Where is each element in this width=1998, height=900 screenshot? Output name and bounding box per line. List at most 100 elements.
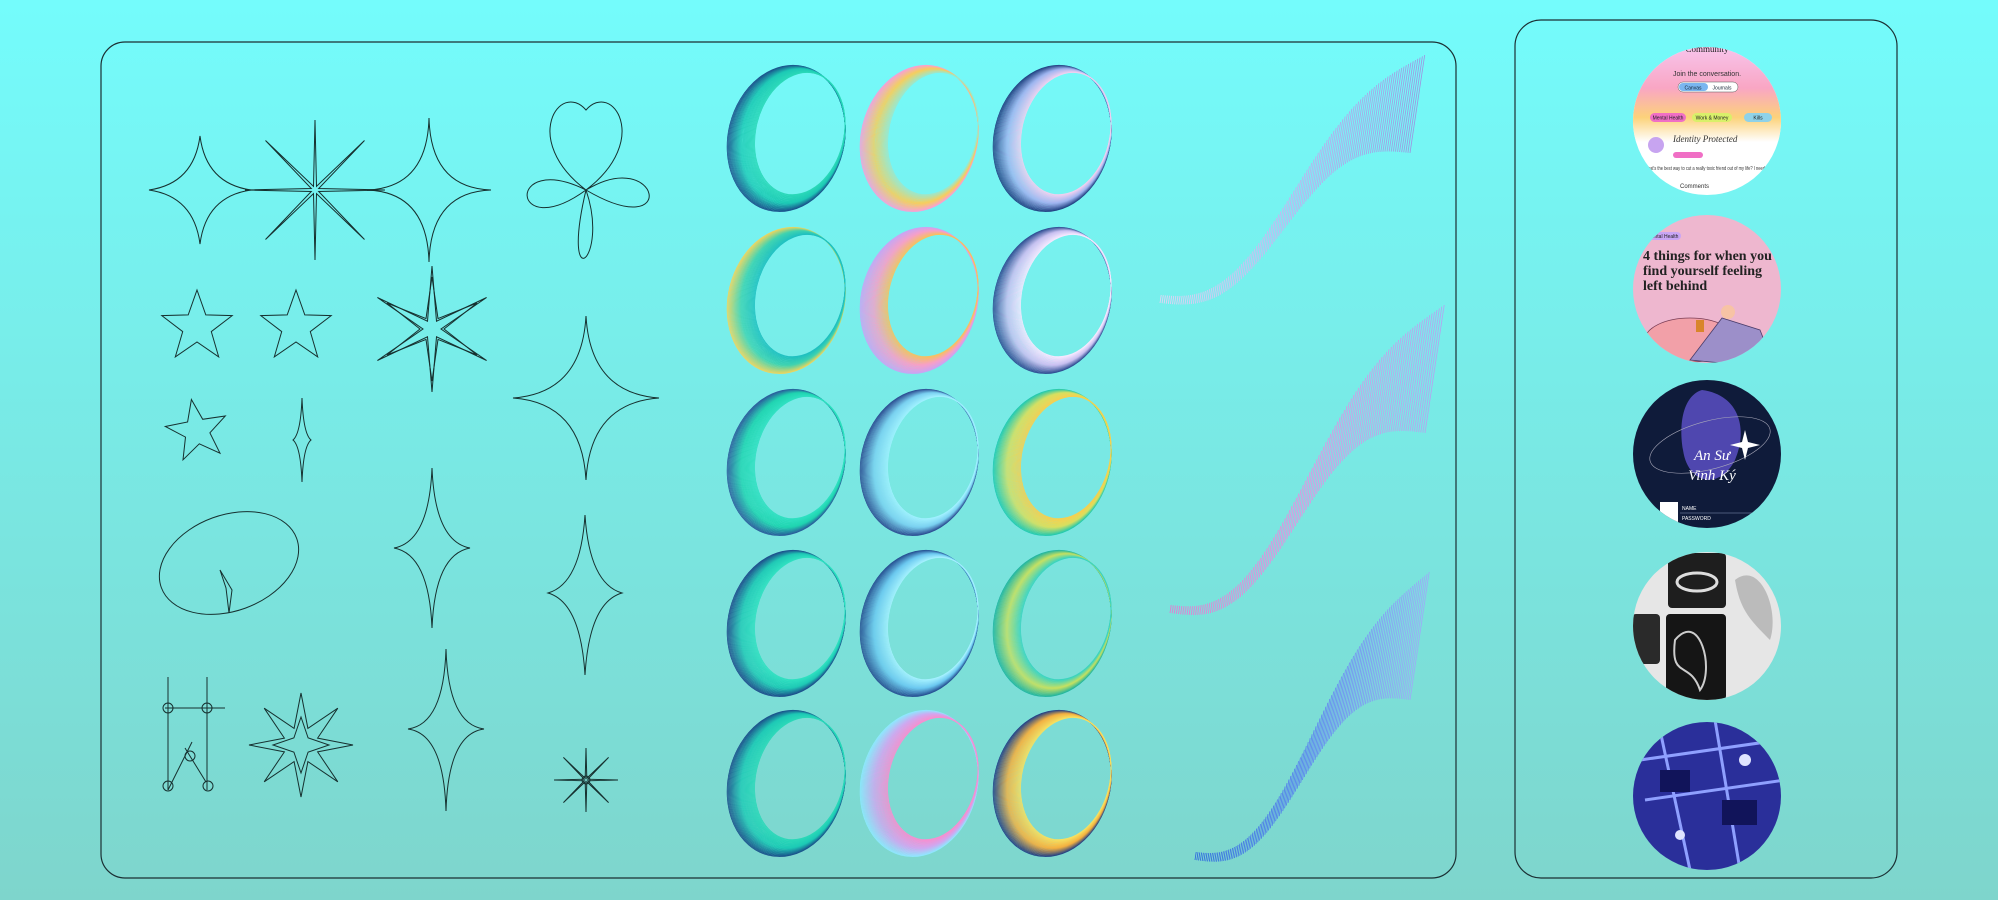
ribbon-strand [1217, 852, 1221, 862]
ribbon-strand [1247, 254, 1251, 274]
thumb-bg [1633, 722, 1781, 870]
ribbon-strand [1341, 398, 1352, 462]
ribbon-strand [1305, 734, 1313, 775]
ribbon-strand [1403, 58, 1419, 153]
ribbon-strand [1313, 149, 1321, 192]
ribbon-strand [1396, 327, 1414, 432]
ribbon-strand [1239, 842, 1243, 856]
ribbon-strand [1195, 605, 1198, 616]
ribbon-strand [1284, 197, 1290, 229]
ribbon-strand [1223, 850, 1226, 862]
ribbon-strand [1236, 266, 1240, 283]
ribbon-strand [1389, 591, 1407, 699]
ribbon-strand [1235, 584, 1239, 601]
ribbon-strand [1309, 156, 1317, 197]
star [553, 747, 619, 813]
ribbon-strand [1354, 377, 1366, 449]
ribbon-strand [1296, 753, 1303, 789]
ribbon-strand [1388, 593, 1405, 699]
ribbon-strand [1226, 276, 1230, 291]
thumbnail-article[interactable]: Mental Health 4 things for when you find… [1630, 212, 1786, 368]
tag-pill [1744, 113, 1772, 122]
ribbon-strand [1311, 152, 1319, 195]
ribbon-strand [1350, 643, 1362, 715]
ring [992, 388, 1112, 536]
ribbon-strand [1384, 596, 1401, 699]
ribbon-strand [1163, 295, 1166, 304]
ribbon-strand [1345, 106, 1355, 164]
ribbon-strand [1330, 680, 1340, 737]
ribbon-strand [1350, 384, 1362, 453]
ribbon-strand [1182, 295, 1185, 305]
ribbon-strand [1226, 849, 1230, 861]
ribbon-strand [1251, 830, 1256, 848]
ribbon-strand [1314, 714, 1323, 760]
ribbon-strand [1211, 286, 1215, 299]
ribbon-strand [1203, 290, 1206, 302]
ribbon-strand [1318, 442, 1327, 492]
ring-stroke [887, 396, 979, 520]
ribbon-strand [1327, 687, 1337, 742]
pattern [1660, 770, 1690, 792]
ribbon-strand [1269, 805, 1275, 829]
ribbon-strand [1225, 850, 1228, 861]
ribbon-strand [1318, 706, 1327, 755]
ribbon-strand [1314, 450, 1322, 498]
ribbon-strand [1400, 580, 1420, 699]
ribbon-strand [1328, 683, 1339, 739]
ribbon-strand [1221, 851, 1224, 862]
thumbnail-cosmic[interactable]: An Sư Vinh Ký NAME PASSWORD [1630, 377, 1786, 533]
ribbon-strand [1276, 211, 1282, 239]
ribbon-strand [1278, 207, 1284, 237]
ribbon-strand [1289, 768, 1296, 801]
ribbon-strand [1192, 605, 1196, 616]
ribbon-strand [1245, 256, 1249, 276]
ribbon-strand [1258, 554, 1264, 578]
ring [726, 709, 846, 857]
ribbon-strand [1402, 578, 1422, 700]
ribbon-strand [1347, 103, 1357, 163]
ribbon-strand [1330, 124, 1339, 175]
node [162, 780, 174, 792]
ribbon-strand [1280, 786, 1286, 814]
tile [1633, 614, 1660, 664]
ring [859, 64, 979, 212]
star [248, 692, 354, 798]
ribbon-strand [1305, 162, 1313, 202]
ribbon-strand [1273, 799, 1278, 824]
tab-active [1679, 83, 1708, 91]
ribbon-strand [1197, 605, 1200, 615]
ribbon-strand [1380, 600, 1397, 700]
ring-stroke [887, 717, 979, 841]
ribbon-strand [1264, 813, 1269, 835]
star [165, 677, 225, 791]
ribbon-strand [1312, 718, 1321, 763]
star [377, 265, 487, 393]
ribbon-strand [1343, 394, 1355, 459]
ribbon-strand [1243, 575, 1248, 594]
ribbon-strand [1282, 514, 1288, 546]
ribbon-strand [1382, 598, 1399, 699]
ribbon-strand [1297, 484, 1304, 524]
ribbon-strand [1295, 180, 1301, 215]
ribbon-strand [1320, 437, 1329, 489]
ribbon-strand [1363, 86, 1375, 155]
ring [726, 226, 846, 374]
ribbon-strand [1334, 119, 1344, 172]
ribbon-strand [1232, 846, 1235, 859]
ribbon-strand [1301, 169, 1308, 207]
ribbon-strand [1184, 295, 1187, 305]
tag-label: Mental Health [1653, 116, 1684, 122]
ribbon-strand [1262, 816, 1267, 837]
ribbon-strand [1379, 344, 1395, 435]
ribbon-strand [1382, 342, 1397, 434]
ribbon-strand [1397, 584, 1416, 699]
ribbon-strand [1345, 391, 1357, 457]
ribbon-strand [1222, 279, 1225, 294]
ribbon-strand [1359, 90, 1371, 157]
ring [726, 388, 846, 536]
thumbnail-3d-shapes[interactable] [1630, 549, 1786, 705]
thumbnail-neon[interactable] [1630, 719, 1786, 875]
ribbon-strand [1303, 472, 1311, 514]
ribbon-strand [1375, 349, 1390, 436]
